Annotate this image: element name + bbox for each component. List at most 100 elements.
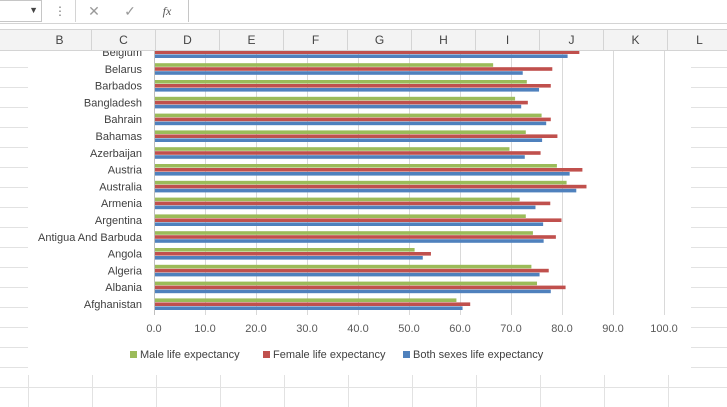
x-tick-label: 50.0: [398, 323, 419, 335]
bar: [155, 96, 516, 101]
bar: [155, 268, 549, 273]
bar: [155, 54, 568, 58]
category-label: Armenia: [101, 198, 143, 210]
bar: [155, 306, 463, 310]
bar: [155, 205, 536, 210]
category-label: Belarus: [105, 64, 143, 76]
bar: [155, 235, 556, 239]
x-tick-label: 100.0: [650, 323, 678, 335]
bar: [155, 172, 570, 176]
legend-label: Female life expectancy: [273, 349, 386, 361]
bar: [155, 302, 471, 306]
bar: [155, 151, 541, 155]
bar: [155, 117, 551, 122]
bar: [155, 272, 540, 277]
bar: [155, 289, 551, 294]
category-label: Australia: [99, 181, 143, 193]
bar: [155, 130, 526, 134]
name-box-dropdown-icon[interactable]: ▼: [29, 5, 38, 15]
life-expectancy-bar-chart: 0.0 10.0 20.0 30.0 40.0 50.0 60.0 70.0 80.0 90.0 1…: [38, 47, 678, 361]
column-header-j[interactable]: J: [540, 30, 604, 50]
formula-input[interactable]: [188, 0, 727, 22]
insert-function-icon[interactable]: fx: [162, 4, 172, 18]
bar: [155, 285, 566, 290]
name-box[interactable]: ▼: [0, 0, 42, 22]
formula-bar: ▼ ⋮ ✕ ✓ fx: [0, 0, 727, 24]
bar: [155, 248, 415, 252]
bar: [155, 138, 543, 142]
x-tick-label: 40.0: [347, 323, 368, 335]
bar: [155, 197, 520, 202]
category-label: Bahamas: [96, 131, 143, 143]
x-tick-label: 80.0: [551, 323, 572, 335]
column-header-b[interactable]: B: [28, 30, 92, 50]
category-label: Bahrain: [104, 114, 142, 126]
category-label: Bangladesh: [84, 97, 142, 109]
bar: [155, 201, 551, 206]
bar: [155, 88, 540, 92]
bar: [155, 256, 423, 260]
bar: [155, 180, 567, 185]
cancel-icon[interactable]: ✕: [88, 3, 100, 19]
legend-label: Male life expectancy: [140, 349, 240, 361]
bar: [155, 239, 544, 243]
x-tick-label: 20.0: [245, 323, 266, 335]
column-header-g[interactable]: G: [348, 30, 412, 50]
category-label: Angola: [108, 249, 143, 261]
bar: [155, 67, 553, 71]
column-header-l[interactable]: L: [668, 30, 727, 50]
legend-swatch: [403, 351, 410, 358]
category-label: Albania: [105, 282, 143, 294]
legend-label: Both sexes life expectancy: [413, 349, 544, 361]
bar: [155, 168, 583, 172]
bar: [155, 104, 522, 109]
bar: [155, 184, 587, 189]
x-tick-label: 70.0: [500, 323, 521, 335]
bar: [155, 121, 547, 126]
bar: [155, 63, 494, 67]
bar: [155, 218, 562, 222]
bar: [155, 147, 510, 151]
category-label: Austria: [108, 165, 143, 177]
bar: [155, 134, 558, 138]
category-label: Afghanistan: [84, 299, 142, 311]
formula-bar-divider: [75, 0, 76, 22]
bar: [155, 188, 577, 193]
category-label: Antigua And Barbuda: [38, 232, 143, 244]
enter-icon[interactable]: ✓: [124, 3, 136, 19]
bar: [155, 252, 431, 256]
x-tick-label: 60.0: [449, 323, 470, 335]
bar: [155, 71, 523, 75]
bar: [155, 231, 533, 235]
more-options-icon[interactable]: ⋮: [54, 4, 66, 18]
legend-swatch: [263, 351, 270, 358]
column-header-i[interactable]: I: [476, 30, 540, 50]
bar: [155, 298, 457, 302]
legend-swatch: [130, 351, 137, 358]
x-tick-label: 30.0: [296, 323, 317, 335]
chart-area[interactable]: 0.0 10.0 20.0 30.0 40.0 50.0 60.0 70.0 80.0 90.0 1…: [28, 47, 691, 375]
x-tick-label: 0.0: [146, 323, 161, 335]
bar: [155, 155, 525, 159]
bar: [155, 51, 580, 54]
bar: [155, 214, 526, 218]
column-header-f[interactable]: F: [284, 30, 348, 50]
category-label: Argentina: [95, 215, 143, 227]
category-label: Belgium: [102, 51, 142, 59]
x-tick-label: 90.0: [602, 323, 623, 335]
x-tick-label: 10.0: [194, 323, 215, 335]
bar: [155, 80, 527, 84]
bar: [155, 222, 544, 226]
category-label: Azerbaijan: [90, 148, 142, 160]
bar: [155, 113, 542, 118]
column-header-c[interactable]: C: [92, 30, 156, 50]
bar: [155, 281, 538, 286]
column-header-d[interactable]: D: [156, 30, 220, 50]
category-label: Algeria: [108, 265, 143, 277]
bar: [155, 84, 551, 88]
column-header-e[interactable]: E: [220, 30, 284, 50]
bar: [155, 164, 557, 168]
column-header-h[interactable]: H: [412, 30, 476, 50]
category-label: Barbados: [95, 81, 143, 93]
column-header-k[interactable]: K: [604, 30, 668, 50]
